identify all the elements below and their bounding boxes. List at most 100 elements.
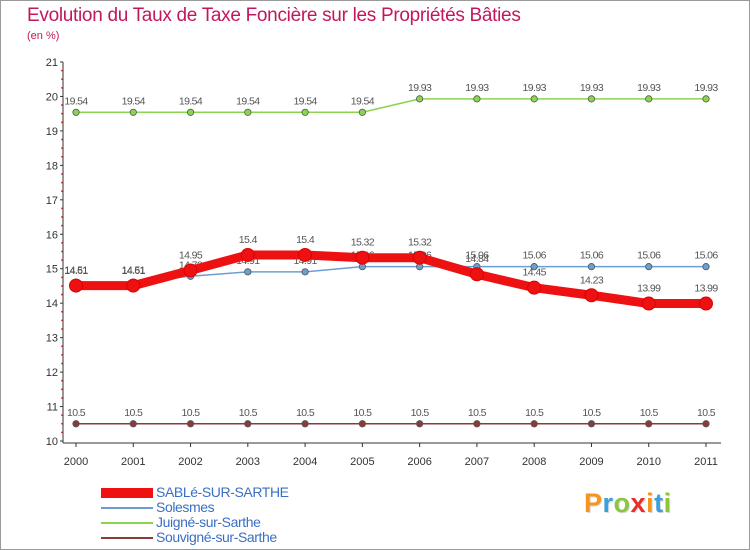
y-tick-label: 16 <box>46 229 58 241</box>
data-point-juigne-sur-sarthe <box>186 108 195 116</box>
legend-swatch <box>101 522 153 524</box>
y-tick-label: 13 <box>46 333 58 345</box>
data-point-sable-sur-sarthe <box>469 267 484 282</box>
data-label-sable-sur-sarthe: 14.51 <box>122 265 146 277</box>
data-point-juigne-sur-sarthe <box>530 95 538 103</box>
legend-label: SABLé-SUR-SARTHE <box>156 484 289 500</box>
x-tick-label: 2009 <box>579 456 603 468</box>
legend-swatch <box>101 488 153 498</box>
data-point-juigne-sur-sarthe <box>702 95 710 103</box>
data-point-sable-sur-sarthe <box>183 263 198 278</box>
data-point-sable-sur-sarthe <box>641 296 656 311</box>
series-line-sable-sur-sarthe <box>71 250 711 309</box>
data-label-sable-sur-sarthe: 15.4 <box>296 234 315 246</box>
y-tick-label: 15 <box>46 264 58 276</box>
data-point-sable-sur-sarthe <box>69 278 83 293</box>
data-label-sable-sur-sarthe: 15.32 <box>351 237 375 249</box>
chart-unit-label: (en %) <box>27 30 60 42</box>
logo-letter: i <box>646 488 655 518</box>
y-minor-tick <box>61 285 63 287</box>
y-minor-tick <box>61 259 63 262</box>
y-minor-tick <box>61 328 63 330</box>
data-point-solesmes <box>244 268 252 276</box>
data-label-juigne-sur-sarthe: 19.54 <box>236 95 260 107</box>
data-point-juigne-sur-sarthe <box>129 108 137 116</box>
data-point-juigne-sur-sarthe <box>301 108 309 116</box>
data-point-juigne-sur-sarthe <box>645 95 653 103</box>
data-point-solesmes <box>587 263 596 271</box>
data-label-juigne-sur-sarthe: 19.93 <box>408 82 432 94</box>
data-label-juigne-sur-sarthe: 19.93 <box>694 82 718 94</box>
data-label-sable-sur-sarthe: 13.99 <box>694 283 718 295</box>
data-label-solesmes: 14.61 <box>64 265 88 277</box>
data-label-juigne-sur-sarthe: 19.54 <box>122 95 146 107</box>
logo-letter: t <box>654 488 664 518</box>
y-tick-label: 12 <box>46 367 58 379</box>
data-point-sable-sur-sarthe <box>240 247 255 262</box>
proxiti-logo: Proxiti <box>584 488 672 519</box>
data-label-juigne-sur-sarthe: 19.93 <box>580 82 604 94</box>
y-minor-tick <box>61 431 63 434</box>
y-minor-tick <box>61 190 63 193</box>
data-label-souvigne-sur-sarthe: 10.5 <box>640 407 659 419</box>
data-point-souvigne-sur-sarthe <box>587 420 596 428</box>
data-label-sable-sur-sarthe: 15.32 <box>408 237 432 249</box>
y-tick-label: 20 <box>46 91 58 103</box>
data-point-souvigne-sur-sarthe <box>473 420 481 428</box>
x-tick-label: 2001 <box>121 456 145 468</box>
y-tick-label: 19 <box>46 126 58 138</box>
data-point-souvigne-sur-sarthe <box>244 420 252 428</box>
x-tick-label: 2011 <box>694 456 718 468</box>
data-label-juigne-sur-sarthe: 19.93 <box>465 82 489 94</box>
data-label-solesmes: 15.06 <box>580 250 604 262</box>
data-label-solesmes: 15.06 <box>465 250 489 262</box>
y-minor-tick <box>61 241 63 244</box>
logo-letter: x <box>630 488 647 518</box>
y-minor-tick <box>61 397 63 399</box>
data-point-souvigne-sur-sarthe <box>358 420 366 428</box>
y-minor-tick <box>61 207 63 210</box>
y-minor-tick <box>61 345 63 348</box>
y-tick-label: 21 <box>46 57 58 69</box>
logo-letter: o <box>613 488 631 518</box>
data-label-souvigne-sur-sarthe: 10.5 <box>124 407 143 419</box>
data-point-souvigne-sur-sarthe <box>530 420 538 428</box>
data-point-juigne-sur-sarthe <box>416 95 424 103</box>
x-tick-label: 2004 <box>293 456 317 468</box>
y-minor-tick <box>61 362 63 365</box>
data-label-juigne-sur-sarthe: 19.54 <box>351 95 375 107</box>
data-point-sable-sur-sarthe <box>126 278 141 293</box>
data-point-souvigne-sur-sarthe <box>186 420 195 428</box>
data-label-sable-sur-sarthe: 14.84 <box>465 253 489 265</box>
data-label-sable-sur-sarthe: 15.4 <box>239 234 258 246</box>
y-tick-label: 17 <box>46 195 58 207</box>
data-point-souvigne-sur-sarthe <box>416 420 424 428</box>
y-minor-tick <box>61 319 63 322</box>
data-label-souvigne-sur-sarthe: 10.5 <box>182 407 201 419</box>
data-label-juigne-sur-sarthe: 19.93 <box>523 82 547 94</box>
legend-swatch <box>101 507 153 509</box>
y-minor-tick <box>61 78 63 81</box>
data-point-souvigne-sur-sarthe <box>702 420 710 428</box>
data-label-souvigne-sur-sarthe: 10.5 <box>697 407 716 419</box>
data-label-solesmes: 15.06 <box>694 250 718 262</box>
x-tick-label: 2000 <box>64 456 88 468</box>
y-minor-tick <box>61 112 63 115</box>
data-label-souvigne-sur-sarthe: 10.5 <box>468 407 487 419</box>
y-minor-tick <box>61 104 63 106</box>
data-label-souvigne-sur-sarthe: 10.5 <box>67 407 86 419</box>
data-label-souvigne-sur-sarthe: 10.5 <box>582 407 601 419</box>
y-minor-tick <box>61 422 63 425</box>
legend-swatch <box>101 537 153 539</box>
y-tick-label: 10 <box>46 436 58 448</box>
data-label-juigne-sur-sarthe: 19.54 <box>293 95 317 107</box>
data-point-souvigne-sur-sarthe <box>72 420 80 428</box>
y-tick-label: 11 <box>47 402 58 414</box>
legend-label: Juigné-sur-Sarthe <box>156 514 261 530</box>
y-minor-tick <box>61 293 63 296</box>
data-point-solesmes <box>530 263 538 271</box>
y-tick-label: 14 <box>46 298 58 310</box>
y-minor-tick <box>61 388 63 391</box>
data-label-solesmes: 15.06 <box>637 250 661 262</box>
